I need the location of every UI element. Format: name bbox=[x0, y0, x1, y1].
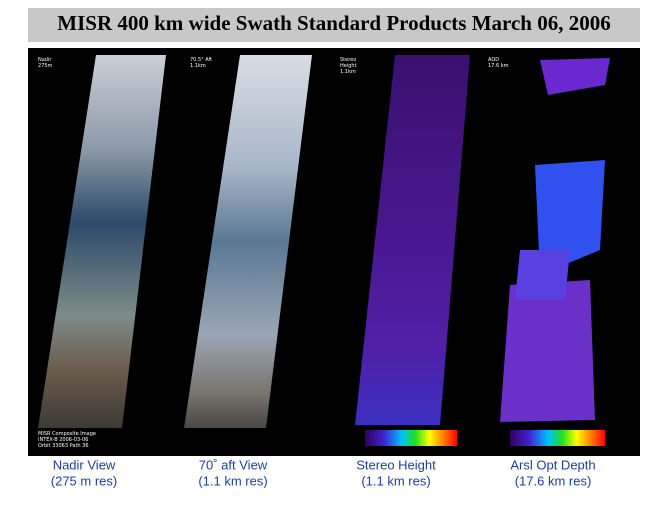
panel-label: Nadir bbox=[38, 57, 52, 63]
title-bar bbox=[28, 8, 640, 42]
credit: MISR Composite Image bbox=[38, 431, 96, 437]
credit: INTEX-B 2006-03-06 bbox=[38, 437, 88, 443]
nadir-swath bbox=[38, 55, 166, 428]
credit: Orbit 33063 Path 36 bbox=[38, 443, 89, 449]
panel-label: 275m bbox=[38, 63, 53, 69]
title: MISR 400 km wide Swath Standard Products… bbox=[57, 11, 610, 35]
panel-label: 17.6 km bbox=[488, 63, 509, 69]
caption: (275 m res) bbox=[51, 474, 117, 489]
caption: (1.1 km res) bbox=[361, 474, 430, 489]
caption: Arsl Opt Depth bbox=[510, 458, 595, 473]
aft-swath bbox=[184, 55, 312, 428]
caption: Stereo Height bbox=[356, 458, 436, 473]
aod-patches bbox=[500, 58, 610, 422]
panel-label: AOD bbox=[488, 57, 499, 63]
panel-label: 1.1km bbox=[190, 63, 206, 69]
colorbar bbox=[510, 430, 605, 446]
colorbar bbox=[365, 430, 457, 446]
panel-label: Height bbox=[340, 63, 357, 69]
panel-label: Stereo bbox=[340, 57, 356, 63]
stereo-swath bbox=[355, 55, 470, 425]
panel-label: 70.5° Aft bbox=[190, 57, 212, 63]
caption: (17.6 km res) bbox=[515, 474, 592, 489]
caption: 70˚ aft View bbox=[199, 458, 268, 473]
caption: (1.1 km res) bbox=[198, 474, 267, 489]
panel-label: 1.1km bbox=[340, 69, 356, 75]
caption: Nadir View bbox=[53, 458, 116, 473]
